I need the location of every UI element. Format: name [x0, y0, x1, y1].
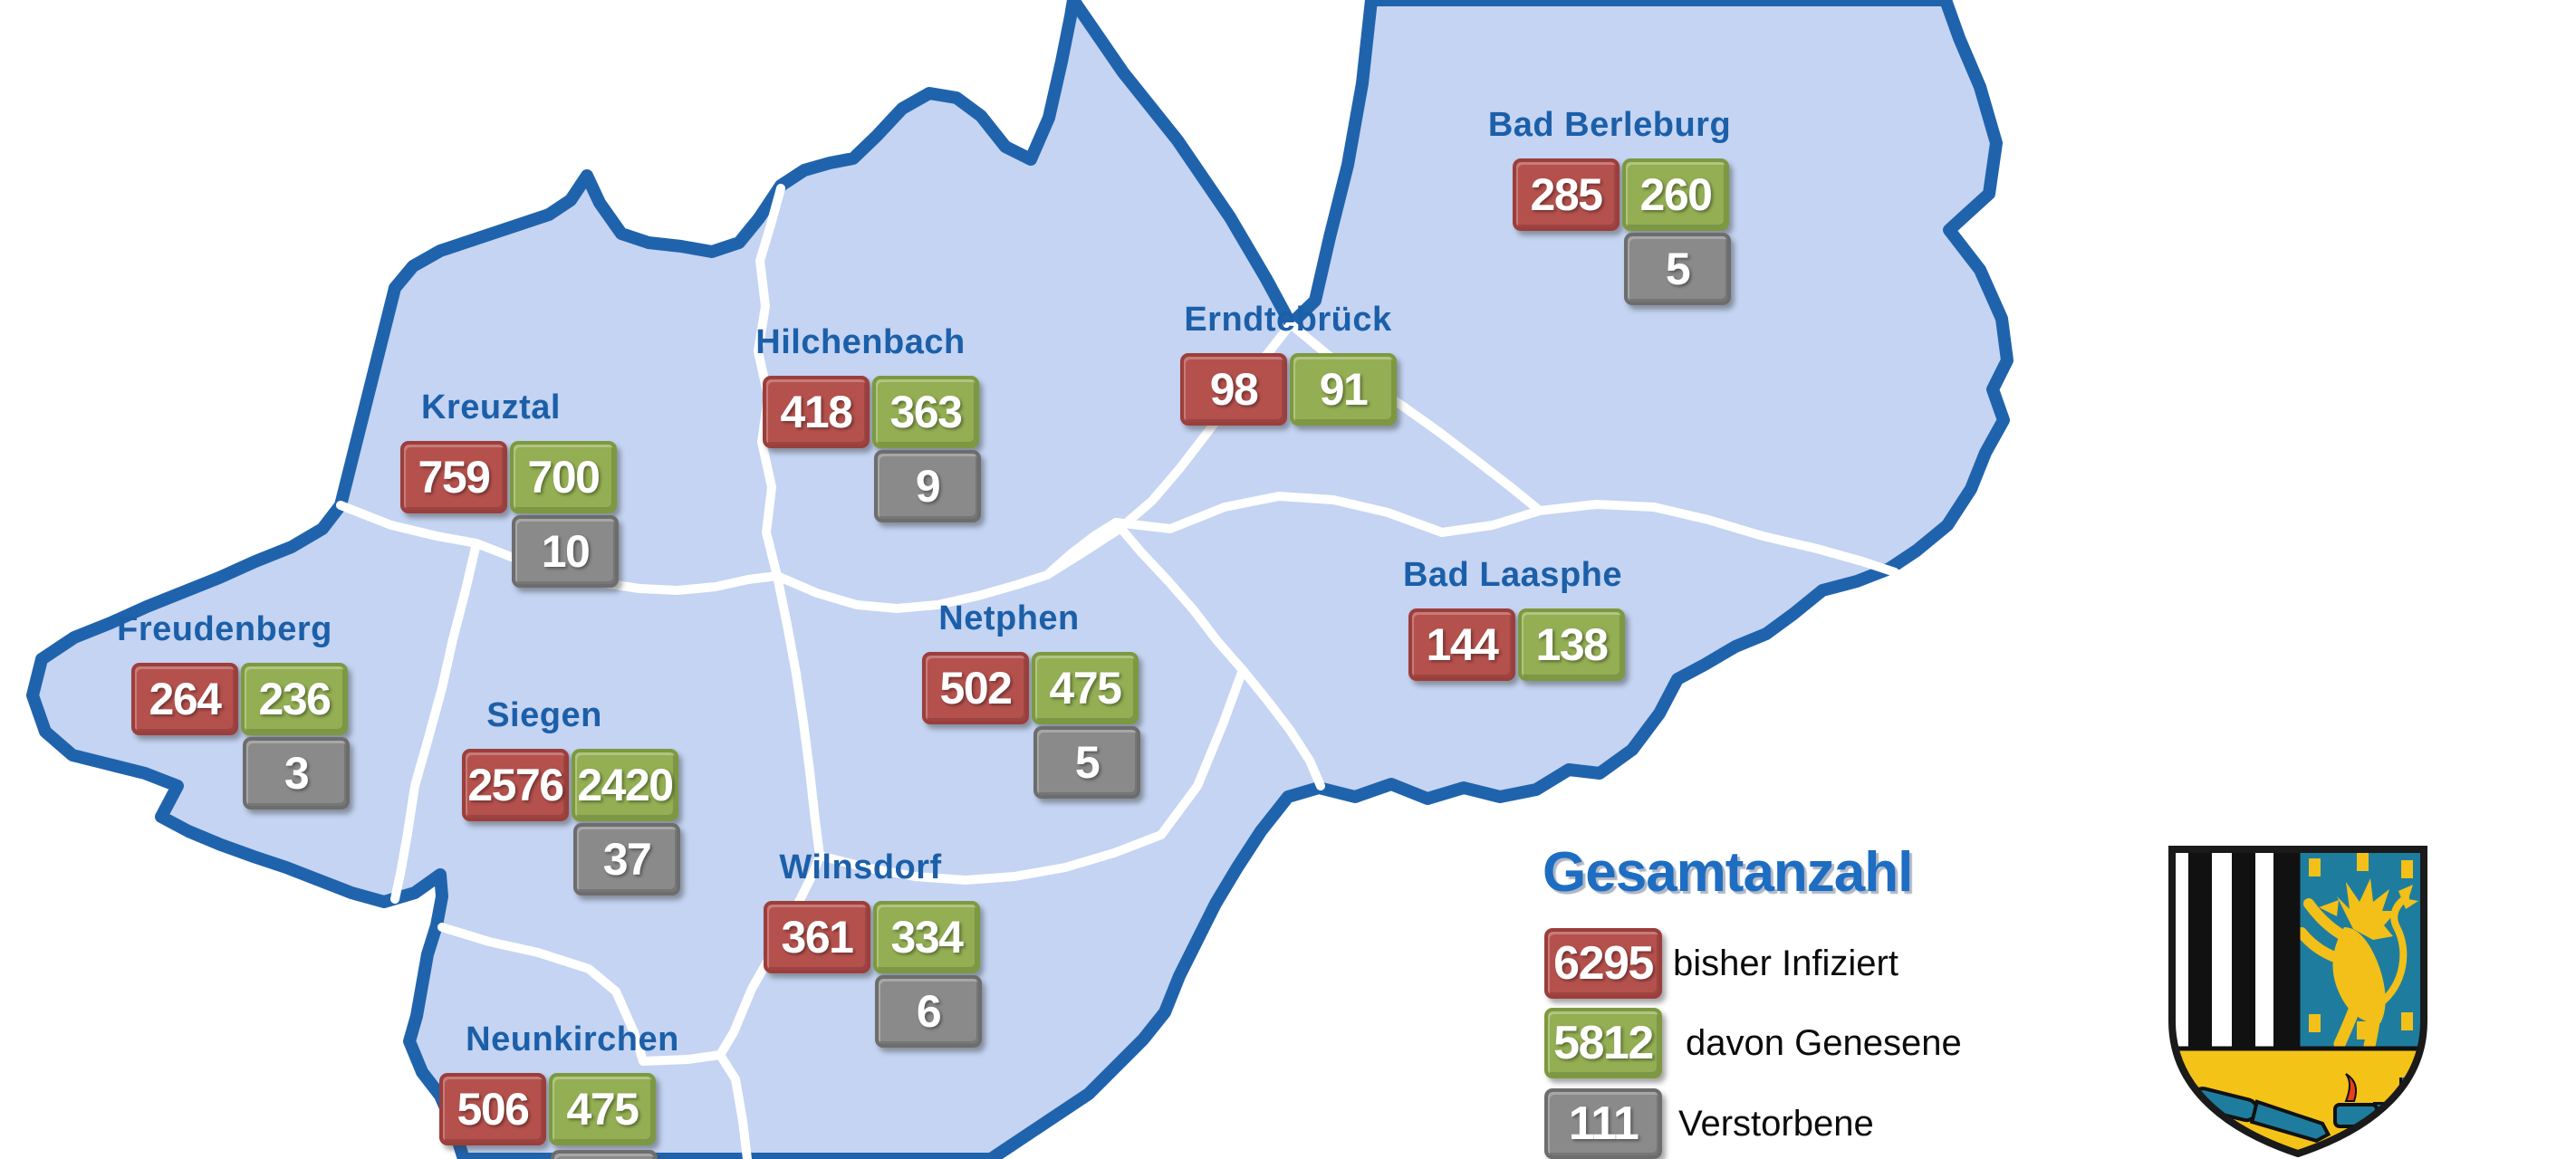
municipality-name: Bad Berleburg: [1487, 106, 1732, 144]
municipality-name: Neunkirchen: [466, 1020, 679, 1058]
municipality-name: Siegen: [486, 696, 602, 734]
recovered-box: 91: [1290, 353, 1397, 426]
recovered-box: 475: [1032, 652, 1139, 724]
recovered-box: 475: [549, 1073, 656, 1145]
municipality-name: Bad Laasphe: [1402, 556, 1623, 594]
deceased-box: 6: [875, 975, 982, 1048]
infected-box: 285: [1513, 158, 1620, 231]
deceased-box: 5: [1624, 233, 1731, 305]
gold-billets: [2309, 853, 2413, 1039]
recovered-box: 334: [873, 901, 980, 973]
deceased-box: 3: [243, 737, 350, 809]
municipality-name: Netphen: [938, 599, 1080, 637]
municipality-name: Kreuztal: [421, 388, 561, 426]
municipality-name: Wilnsdorf: [779, 848, 942, 886]
legend-row-deceased: 111 Verstorbene: [1544, 1088, 1874, 1159]
gold-lion-icon: [2296, 878, 2418, 1052]
municipal-borders: [336, 184, 1899, 1159]
recovered-box: 236: [241, 663, 348, 735]
district-coat-of-arms-icon: [2168, 846, 2427, 1157]
recovered-box: 260: [1622, 158, 1729, 231]
pale-stripe: [2273, 849, 2297, 1052]
infected-box: 144: [1408, 608, 1515, 681]
deceased-box: 9: [874, 450, 981, 522]
infected-box: 506: [439, 1073, 546, 1145]
municipality-name: Freudenberg: [117, 610, 332, 648]
legend-title: Gesamtanzahl: [1543, 841, 1913, 904]
infected-box: 418: [763, 376, 870, 448]
lamp-flame: [2344, 1073, 2358, 1102]
deceased-total-box: 111: [1544, 1088, 1662, 1159]
infected-box: 264: [131, 663, 238, 735]
legend: Gesamtanzahl 6295 bisher Infiziert 5812 …: [1543, 840, 1962, 1159]
legend-label: bisher Infiziert: [1673, 943, 1898, 983]
recovered-total-box: 5812: [1544, 1008, 1662, 1078]
infected-box: 98: [1180, 353, 1287, 426]
infected-box: 502: [922, 652, 1029, 724]
recovered-box: 138: [1518, 608, 1625, 681]
deceased-box: [551, 1150, 658, 1159]
deceased-box: 10: [512, 515, 619, 588]
deceased-box: 5: [1033, 726, 1140, 799]
infected-box: 759: [400, 441, 507, 513]
recovered-box: 2420: [572, 749, 678, 821]
legend-row-recovered: 5812 davon Genesene: [1544, 1008, 1962, 1078]
legend-row-infected: 6295 bisher Infiziert: [1544, 928, 1898, 999]
deceased-box: 37: [573, 823, 680, 896]
municipality-name: Erndtebrück: [1184, 301, 1392, 339]
legend-label: Verstorbene: [1678, 1103, 1874, 1144]
legend-label: davon Genesene: [1686, 1022, 1962, 1063]
recovered-box: 700: [510, 441, 617, 513]
recovered-box: 363: [872, 376, 979, 448]
infected-box: 2576: [462, 749, 569, 821]
infected-total-box: 6295: [1544, 928, 1662, 999]
infected-box: 361: [764, 901, 870, 973]
municipality-name: Hilchenbach: [755, 323, 966, 361]
pale-stripe: [2188, 849, 2212, 1052]
pale-stripe: [2232, 849, 2255, 1052]
